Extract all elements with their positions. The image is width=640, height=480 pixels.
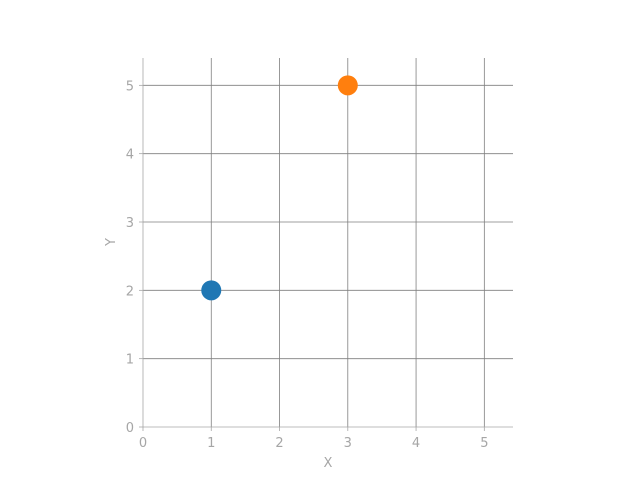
grid bbox=[143, 58, 513, 427]
y-ticks: 0 1 2 3 4 5 bbox=[126, 79, 143, 436]
axes bbox=[142, 58, 513, 428]
x-tick-label: 0 bbox=[139, 436, 147, 451]
x-tick-label: 4 bbox=[412, 436, 420, 451]
x-axis-label: X bbox=[324, 456, 333, 471]
x-tick-label: 5 bbox=[480, 436, 488, 451]
data-points bbox=[201, 75, 358, 301]
data-point bbox=[201, 280, 222, 301]
data-point bbox=[337, 75, 358, 96]
y-tick-label: 3 bbox=[126, 216, 134, 231]
x-ticks: 0 1 2 3 4 5 bbox=[139, 427, 488, 451]
y-tick-label: 2 bbox=[126, 284, 134, 299]
x-tick-label: 1 bbox=[207, 436, 215, 451]
y-tick-label: 0 bbox=[126, 421, 134, 436]
x-tick-label: 2 bbox=[275, 436, 283, 451]
x-tick-label: 3 bbox=[344, 436, 352, 451]
y-tick-label: 1 bbox=[126, 353, 134, 368]
y-tick-label: 4 bbox=[126, 148, 134, 163]
y-tick-label: 5 bbox=[126, 79, 134, 94]
y-axis-label: Y bbox=[104, 238, 119, 247]
